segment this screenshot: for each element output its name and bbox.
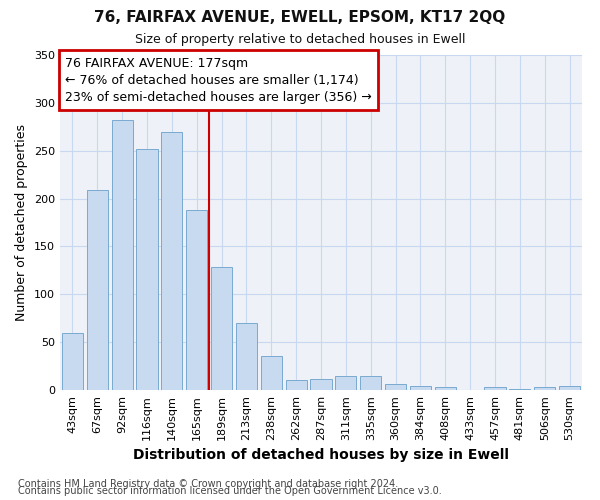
Bar — [559, 386, 580, 390]
Bar — [87, 190, 108, 390]
Bar — [360, 376, 381, 390]
Bar — [286, 380, 307, 390]
Text: Contains HM Land Registry data © Crown copyright and database right 2024.: Contains HM Land Registry data © Crown c… — [18, 479, 398, 489]
Bar — [261, 356, 282, 390]
Bar — [410, 386, 431, 390]
Bar — [509, 389, 530, 390]
Bar — [112, 120, 133, 390]
Text: Contains public sector information licensed under the Open Government Licence v3: Contains public sector information licen… — [18, 486, 442, 496]
Bar — [385, 384, 406, 390]
Bar — [186, 210, 207, 390]
Bar — [236, 323, 257, 390]
Text: Size of property relative to detached houses in Ewell: Size of property relative to detached ho… — [135, 32, 465, 46]
Bar — [136, 149, 158, 390]
Bar — [435, 387, 456, 390]
Bar — [534, 387, 555, 390]
Bar — [211, 268, 232, 390]
Y-axis label: Number of detached properties: Number of detached properties — [16, 124, 28, 321]
Bar — [484, 387, 506, 390]
Bar — [161, 132, 182, 390]
Bar — [62, 332, 83, 390]
Bar — [310, 380, 332, 390]
Text: 76, FAIRFAX AVENUE, EWELL, EPSOM, KT17 2QQ: 76, FAIRFAX AVENUE, EWELL, EPSOM, KT17 2… — [94, 10, 506, 25]
X-axis label: Distribution of detached houses by size in Ewell: Distribution of detached houses by size … — [133, 448, 509, 462]
Bar — [335, 376, 356, 390]
Text: 76 FAIRFAX AVENUE: 177sqm
← 76% of detached houses are smaller (1,174)
23% of se: 76 FAIRFAX AVENUE: 177sqm ← 76% of detac… — [65, 56, 372, 104]
